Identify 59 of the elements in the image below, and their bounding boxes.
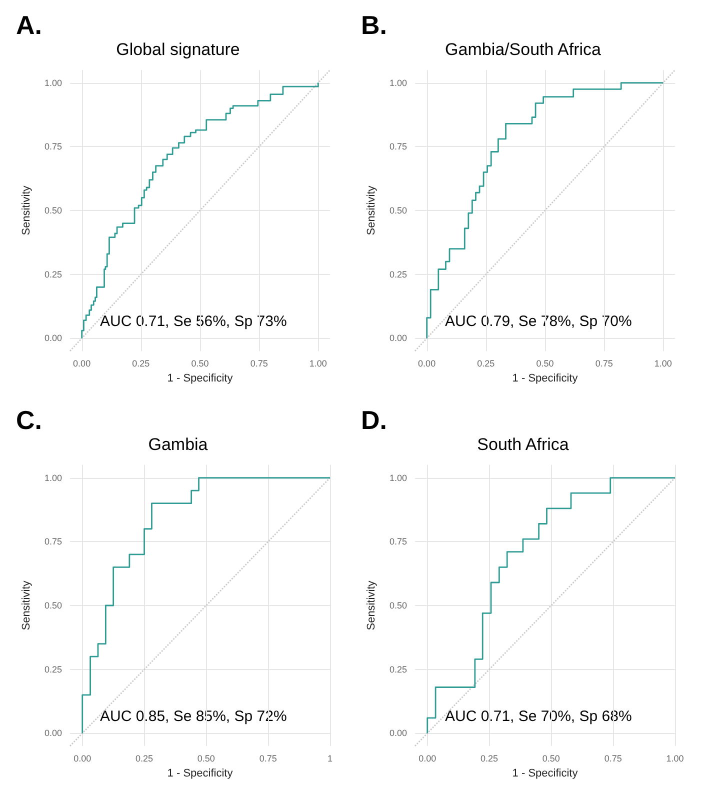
x-tick-label: 0.00 (418, 358, 436, 368)
x-tick-label: 1.00 (666, 754, 684, 764)
x-tick-label: 0.25 (477, 358, 495, 368)
x-tick-label: 0.75 (259, 754, 277, 764)
y-tick-label: 0.00 (44, 728, 62, 738)
x-tick-label: 0.00 (418, 754, 436, 764)
y-tick-label: 0.00 (389, 728, 407, 738)
chart-title: South Africa (477, 435, 570, 454)
annotation: AUC 0.79, Se 78%, Sp 70% (445, 313, 632, 330)
chart-title: Gambia/South Africa (445, 40, 602, 59)
x-tick-label: 0.75 (595, 358, 613, 368)
text: B. (361, 10, 387, 40)
x-axis-title: 1 - Specificity (167, 372, 234, 384)
text: D. (361, 405, 387, 435)
chart-title: Global signature (116, 40, 240, 59)
x-tick-label: 0.25 (136, 754, 154, 764)
annotation: AUC 0.71, Se 56%, Sp 73% (100, 313, 287, 330)
y-tick-label: 0.75 (44, 142, 62, 152)
annotation: AUC 0.71, Se 70%, Sp 68% (445, 708, 632, 725)
y-tick-label: 0.50 (389, 600, 407, 610)
y-axis-title: Sensitivity (20, 185, 32, 236)
y-tick-label: 0.75 (44, 536, 62, 547)
chart-title: Gambia (148, 435, 208, 454)
x-axis-title: 1 - Specificity (167, 768, 234, 780)
y-tick-label: 1.00 (44, 78, 62, 88)
text: C. (16, 405, 42, 435)
y-axis-title: Sensitivity (366, 580, 378, 630)
x-tick-label: 0.00 (74, 754, 92, 764)
x-axis-title: 1 - Specificity (512, 768, 578, 780)
x-tick-label: 0.25 (132, 358, 150, 368)
y-tick-label: 1.00 (389, 78, 407, 88)
y-tick-label: 0.50 (44, 206, 62, 216)
x-axis-title: 1 - Specificity (512, 372, 578, 384)
y-tick-label: 0.50 (44, 600, 62, 610)
y-tick-label: 1.00 (389, 472, 407, 483)
y-tick-label: 0.00 (389, 333, 407, 344)
y-tick-label: 0.75 (389, 142, 407, 152)
x-tick-label: 0.50 (536, 358, 554, 368)
y-tick-label: 0.50 (389, 206, 407, 216)
x-tick-label: 1.00 (309, 358, 327, 368)
y-axis-title: Sensitivity (366, 185, 378, 236)
y-tick-label: 0.25 (389, 269, 407, 280)
x-tick-label: 0.75 (604, 754, 622, 764)
y-tick-label: 0.25 (44, 269, 62, 280)
y-axis-title: Sensitivity (20, 580, 32, 630)
x-tick-label: 1 (327, 754, 333, 764)
y-tick-label: 0.25 (389, 664, 407, 674)
x-tick-label: 0.50 (197, 754, 215, 764)
x-tick-label: 1.00 (654, 358, 672, 368)
x-tick-label: 0.00 (73, 358, 91, 368)
x-tick-label: 0.50 (542, 754, 560, 764)
x-tick-label: 0.25 (480, 754, 498, 764)
text: A. (16, 10, 42, 40)
x-tick-label: 0.50 (191, 358, 209, 368)
x-tick-label: 0.75 (250, 358, 268, 368)
y-tick-label: 0.75 (389, 536, 407, 547)
y-tick-label: 0.00 (44, 333, 62, 344)
y-tick-label: 0.25 (44, 664, 62, 674)
y-tick-label: 1.00 (44, 472, 62, 483)
